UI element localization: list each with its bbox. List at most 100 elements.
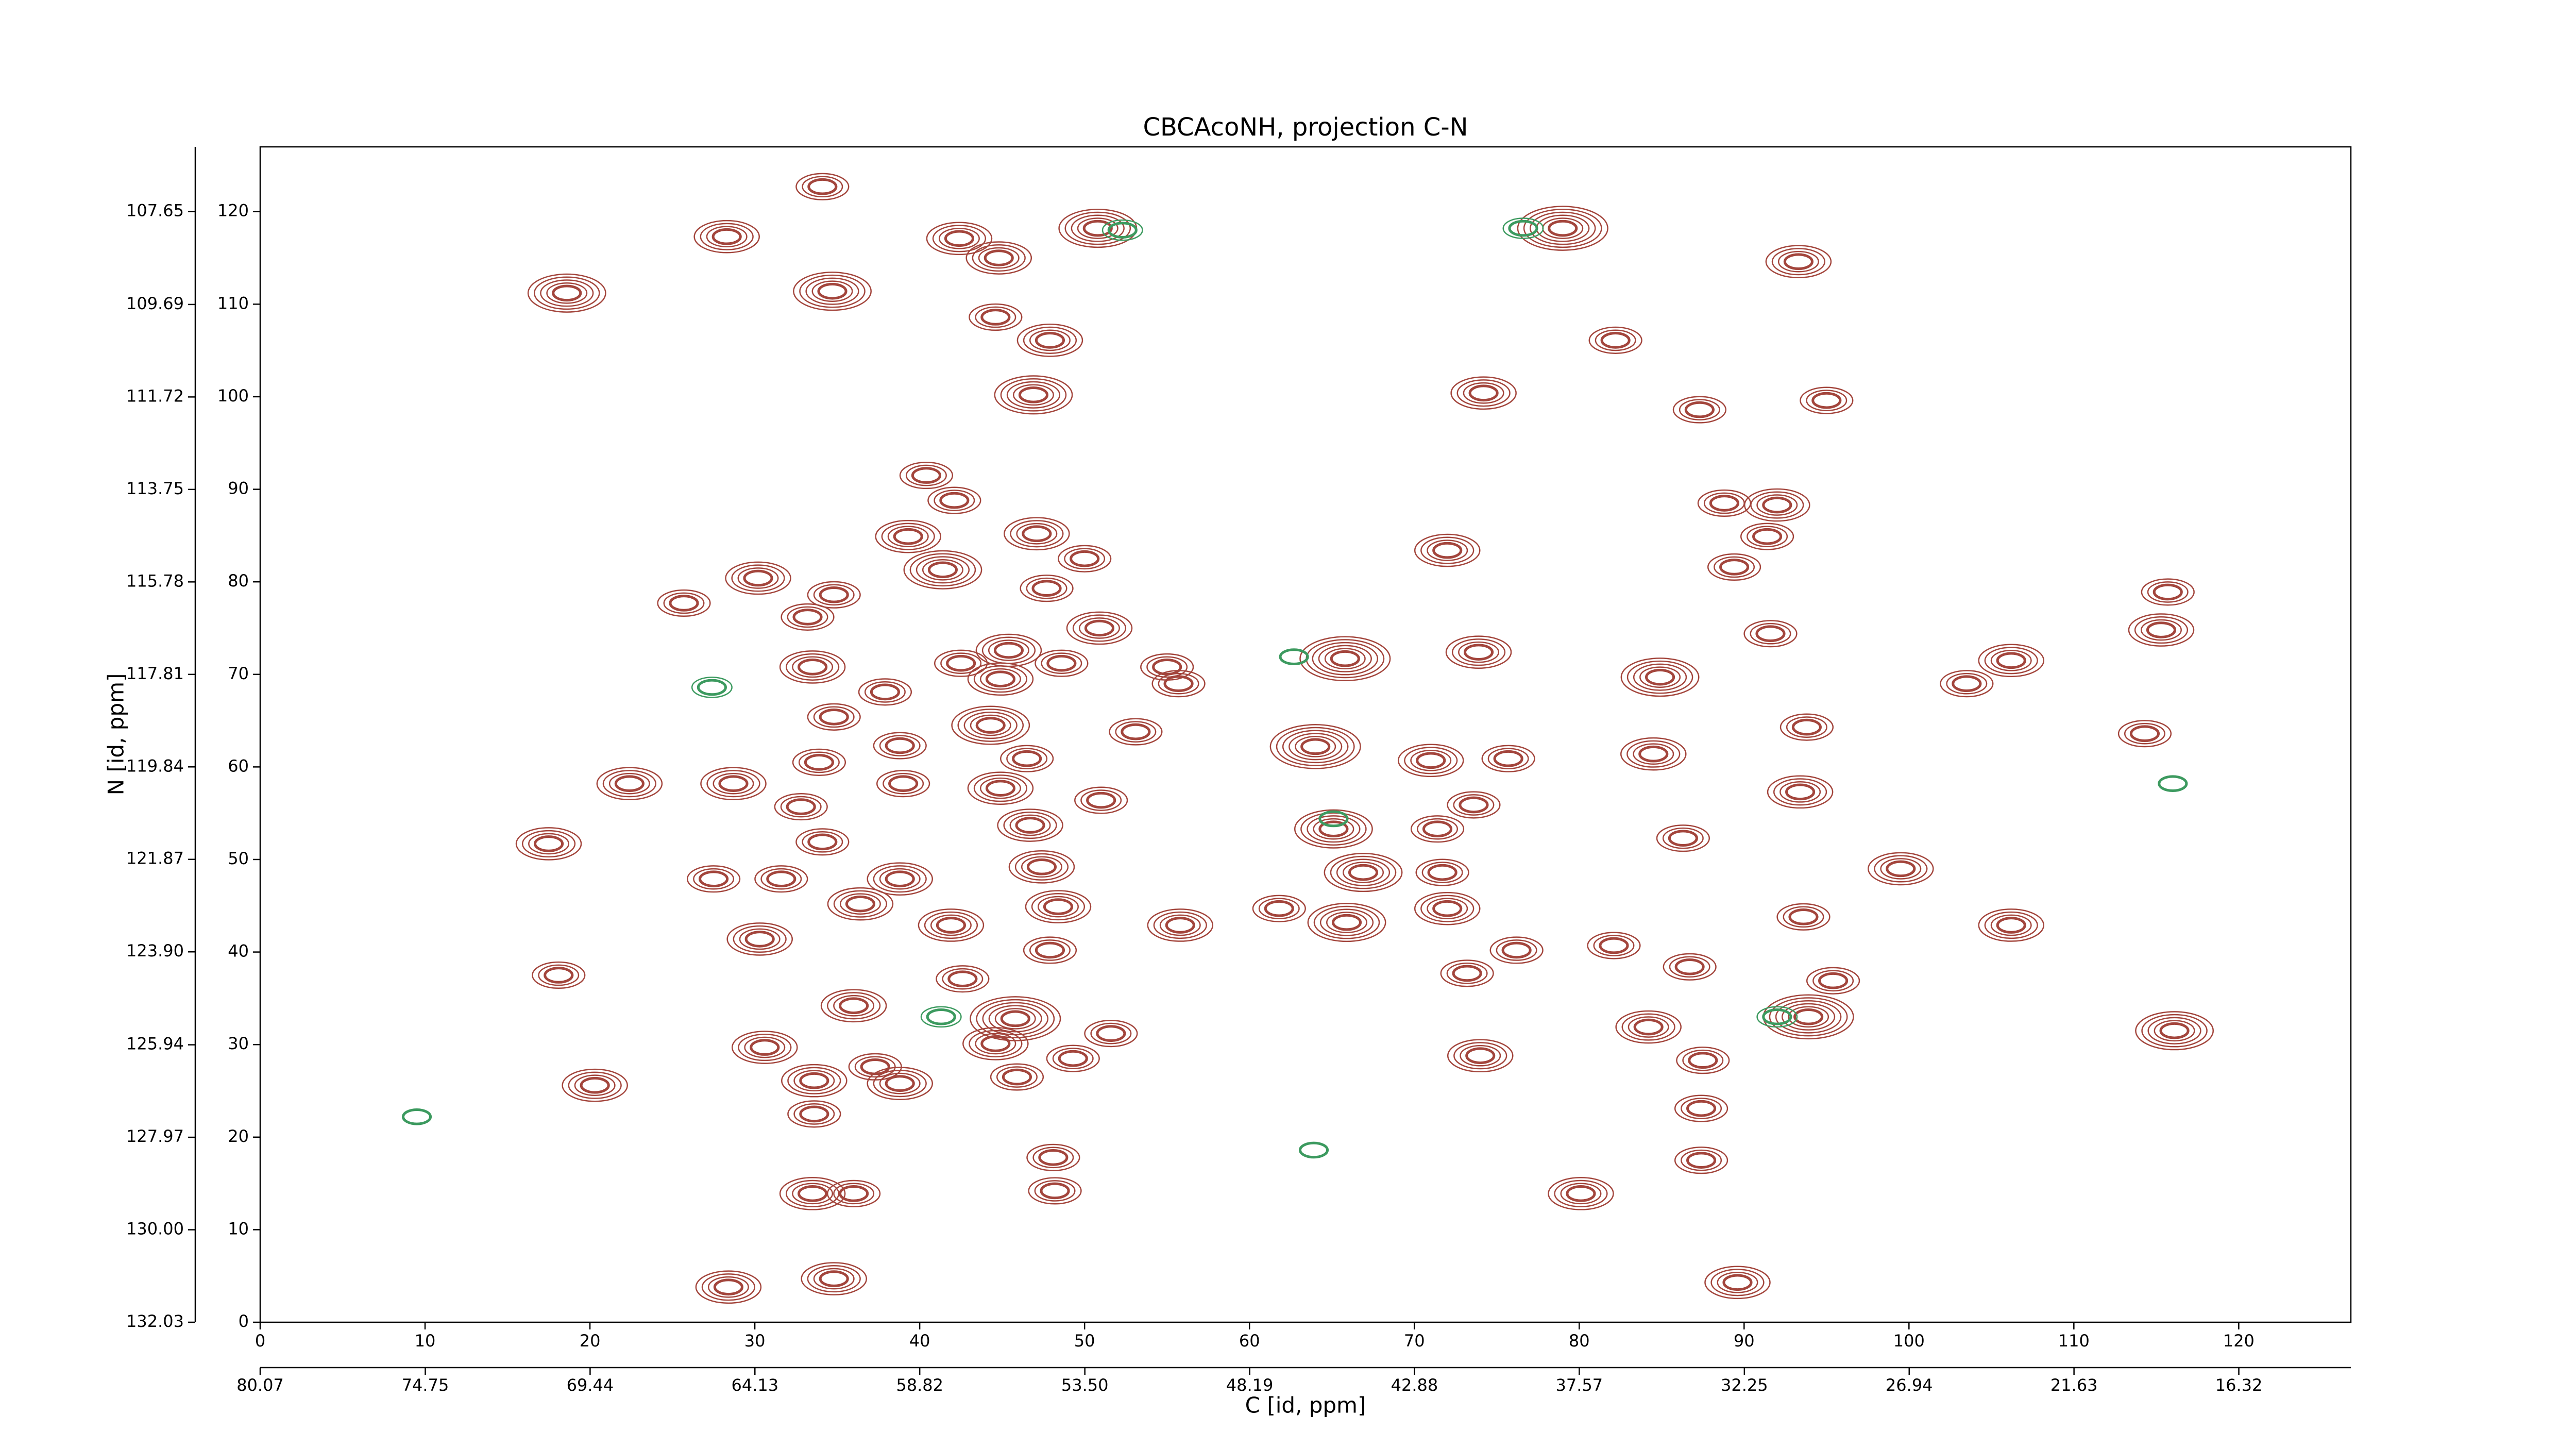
contour-level [876, 770, 930, 798]
contour-level [930, 914, 972, 936]
contour-level [819, 709, 849, 726]
peak [899, 462, 954, 490]
contour-level [787, 1067, 841, 1094]
contour-level [1756, 1006, 1798, 1028]
contour-level [760, 868, 802, 890]
contour-level [780, 796, 822, 818]
contour-level [1812, 970, 1854, 992]
peak [876, 770, 930, 798]
contour-level [1348, 864, 1379, 881]
peak [1674, 1147, 1728, 1174]
contour-level [1018, 386, 1049, 403]
contour-level [779, 1177, 846, 1210]
contour-level [787, 606, 828, 628]
contour-level [990, 1063, 1044, 1091]
contour-level [1010, 520, 1064, 548]
x2-tick-label: 26.94 [1886, 1375, 1933, 1395]
y-tick-label: 70 [228, 664, 249, 683]
contour-level [691, 677, 733, 698]
peak [1743, 488, 1810, 522]
contour-level [1324, 853, 1403, 892]
contour-level [833, 1183, 875, 1205]
contour-level [938, 227, 980, 249]
peak [787, 1100, 841, 1128]
contour-level [934, 490, 975, 511]
contour-level [1501, 941, 1532, 959]
contour-level [706, 770, 760, 798]
contour-level [669, 595, 699, 612]
contour-level [1012, 384, 1054, 406]
contour-level [1282, 730, 1349, 764]
contour-level [1023, 326, 1077, 354]
contour-level [927, 561, 958, 579]
x-tick-label: 60 [1239, 1331, 1260, 1351]
contour-level [614, 775, 645, 793]
contour-level [1300, 812, 1367, 846]
contour-level [1638, 745, 1669, 763]
contour-level [1307, 815, 1361, 843]
peak [936, 965, 990, 993]
contour-level [1420, 895, 1475, 922]
x2-tick-label: 53.50 [1061, 1375, 1109, 1395]
peak [1743, 620, 1798, 648]
peak [1035, 649, 1089, 677]
contour-level [1336, 858, 1391, 886]
contour-level [1615, 1010, 1682, 1044]
contour-level [1015, 817, 1045, 834]
y-tick-label: 80 [228, 571, 249, 591]
peak [875, 519, 942, 553]
peak [1410, 815, 1465, 843]
contour-level [1153, 911, 1207, 939]
contour-level [1415, 858, 1469, 886]
contour-level [792, 1183, 834, 1205]
contour-level [2141, 578, 2195, 606]
contour-level [1313, 905, 1380, 939]
contour-level [1008, 850, 1075, 884]
contour-level [1004, 517, 1070, 551]
contour-level [1330, 855, 1397, 889]
contour-level [1330, 650, 1360, 667]
contour-level [864, 681, 906, 703]
contour-level [792, 656, 834, 678]
contour-level [781, 603, 835, 631]
contour-level [1447, 1039, 1514, 1073]
contour-level [1041, 652, 1082, 675]
contour-level [1743, 620, 1798, 648]
peak [2158, 775, 2188, 793]
contour-level [533, 276, 600, 310]
peak [1447, 1039, 1514, 1073]
contour-level [1046, 654, 1077, 672]
y-tick-label: 0 [239, 1311, 249, 1331]
contour-level [1465, 1047, 1496, 1065]
contour-level [811, 280, 853, 302]
peak [1046, 1044, 1100, 1072]
peak [1016, 324, 1083, 357]
contour-level [743, 569, 773, 587]
contour-level [879, 868, 921, 890]
contour-level [544, 967, 574, 984]
peak [1101, 219, 1143, 241]
contour-level [965, 241, 1032, 275]
contour-level [1115, 721, 1157, 743]
peak [1318, 810, 1349, 828]
contour-level [699, 870, 729, 888]
peak [1780, 713, 1834, 741]
contour-level [798, 1185, 828, 1202]
contour-level [1663, 953, 1717, 981]
contour-level [1765, 245, 1832, 279]
peak [1397, 744, 1464, 778]
contour-level [1750, 491, 1804, 519]
contour-level [942, 968, 984, 990]
contour-level [1307, 903, 1386, 942]
peak [532, 961, 586, 989]
contour-level [1031, 892, 1086, 921]
contour-level [1788, 908, 1819, 925]
contour-level [731, 564, 785, 592]
contour-level [1709, 495, 1739, 512]
y2-tick-label: 123.90 [126, 941, 184, 961]
contour-level [997, 808, 1063, 842]
contour-level [1740, 523, 1794, 550]
contour-level [1868, 852, 1934, 886]
contour-level [996, 1066, 1038, 1088]
contour-level [527, 273, 606, 313]
